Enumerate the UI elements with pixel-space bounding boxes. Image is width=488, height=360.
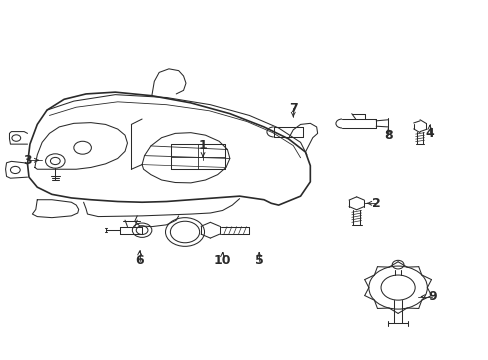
Text: 1: 1 <box>198 139 207 152</box>
Text: 5: 5 <box>254 254 263 267</box>
Text: 9: 9 <box>427 290 436 303</box>
Text: 3: 3 <box>23 154 32 167</box>
Text: 2: 2 <box>371 197 380 210</box>
Text: 10: 10 <box>213 254 231 267</box>
Text: 4: 4 <box>425 127 433 140</box>
Text: 6: 6 <box>135 254 143 267</box>
Text: 8: 8 <box>383 129 392 142</box>
Text: 7: 7 <box>288 102 297 115</box>
